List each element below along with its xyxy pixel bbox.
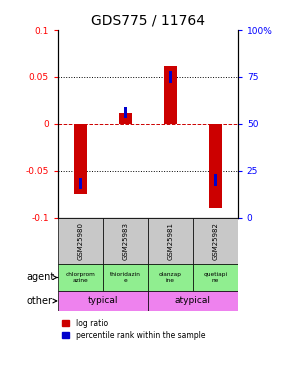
Bar xyxy=(79,178,82,189)
Text: quetiapi
ne: quetiapi ne xyxy=(203,272,227,283)
Text: other: other xyxy=(27,296,57,306)
Text: thioridazin
e: thioridazin e xyxy=(110,272,141,283)
Text: chlorprom
azine: chlorprom azine xyxy=(66,272,95,283)
Bar xyxy=(124,107,127,118)
Bar xyxy=(103,217,148,264)
Bar xyxy=(164,66,177,124)
Text: GSM25981: GSM25981 xyxy=(167,222,173,260)
Bar xyxy=(148,264,193,291)
Bar xyxy=(148,291,238,311)
Bar xyxy=(58,264,103,291)
Legend: log ratio, percentile rank within the sample: log ratio, percentile rank within the sa… xyxy=(62,319,205,340)
Text: agent: agent xyxy=(27,273,58,282)
Bar xyxy=(74,124,87,194)
Text: olanzap
ine: olanzap ine xyxy=(159,272,182,283)
Bar xyxy=(58,291,148,311)
Title: GDS775 / 11764: GDS775 / 11764 xyxy=(91,13,205,27)
Text: typical: typical xyxy=(88,296,118,305)
Bar xyxy=(213,174,217,186)
Text: atypical: atypical xyxy=(175,296,211,305)
Text: GSM25983: GSM25983 xyxy=(122,222,128,260)
Bar xyxy=(193,264,238,291)
Bar xyxy=(103,264,148,291)
Bar xyxy=(193,217,238,264)
Bar xyxy=(168,71,172,82)
Text: GSM25980: GSM25980 xyxy=(77,222,84,260)
Bar xyxy=(58,217,103,264)
Bar xyxy=(148,217,193,264)
Text: GSM25982: GSM25982 xyxy=(212,222,218,260)
Bar xyxy=(209,124,222,208)
Bar xyxy=(119,112,132,124)
